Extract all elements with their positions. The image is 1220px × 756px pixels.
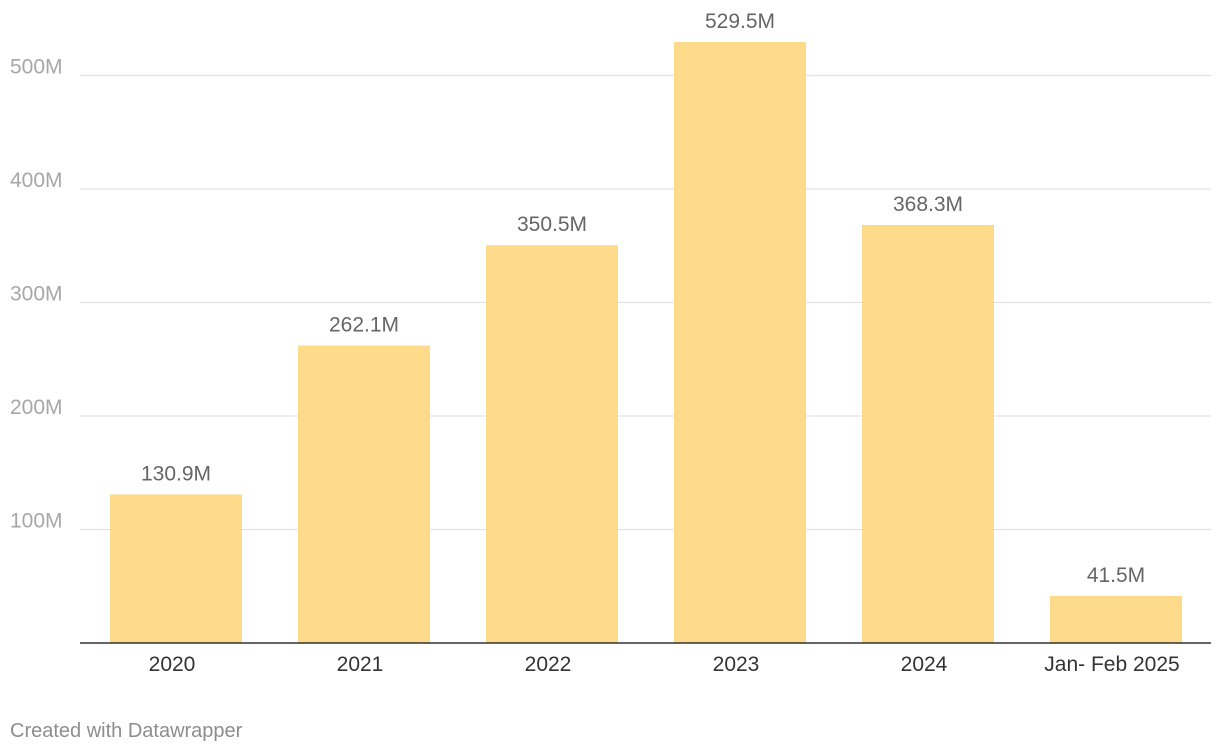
grid-lines (80, 74, 1211, 531)
x-axis-ticks: 2020 2021 2022 2023 2024 Jan- Feb 2025 (149, 653, 1180, 676)
value-label-Jan--Feb-2025: 41.5M (1087, 564, 1145, 587)
y-tick-label-500M: 500M (10, 56, 63, 79)
datawrapper-credit[interactable]: Created with Datawrapper (10, 720, 243, 742)
y-tick-label-300M: 300M (10, 283, 63, 306)
y-axis-ticks: 100M 200M 300M 400M 500M (10, 56, 63, 533)
value-label-2022: 350.5M (517, 213, 587, 236)
bar-2021 (298, 345, 430, 643)
x-tick-label-2023: 2023 (713, 653, 760, 676)
bar-2023 (674, 42, 806, 643)
value-label-2020: 130.9M (141, 462, 211, 485)
bars (110, 42, 1182, 644)
value-labels: 130.9M 262.1M 350.5M 529.5M 368.3M 41.5M (141, 10, 1145, 587)
y-tick-label-400M: 400M (10, 169, 63, 192)
x-tick-label-Jan--Feb-2025: Jan- Feb 2025 (1044, 653, 1179, 676)
value-label-2023: 529.5M (705, 10, 775, 33)
y-tick-label-100M: 100M (10, 510, 63, 533)
value-label-2021: 262.1M (329, 314, 399, 337)
x-tick-label-2021: 2021 (337, 653, 384, 676)
bar-2022 (486, 245, 618, 643)
x-tick-label-2024: 2024 (901, 653, 948, 676)
x-tick-label-2020: 2020 (149, 653, 196, 676)
bar-2024 (862, 224, 994, 644)
bar-2020 (110, 494, 242, 643)
bar-chart: 100M 200M 300M 400M 500M 130.9M 262.1M 350.5M 5… (10, 10, 1211, 676)
x-tick-label-2022: 2022 (525, 653, 572, 676)
y-tick-label-200M: 200M (10, 396, 63, 419)
bar-Jan--Feb-2025 (1050, 595, 1182, 643)
value-label-2024: 368.3M (893, 193, 963, 216)
